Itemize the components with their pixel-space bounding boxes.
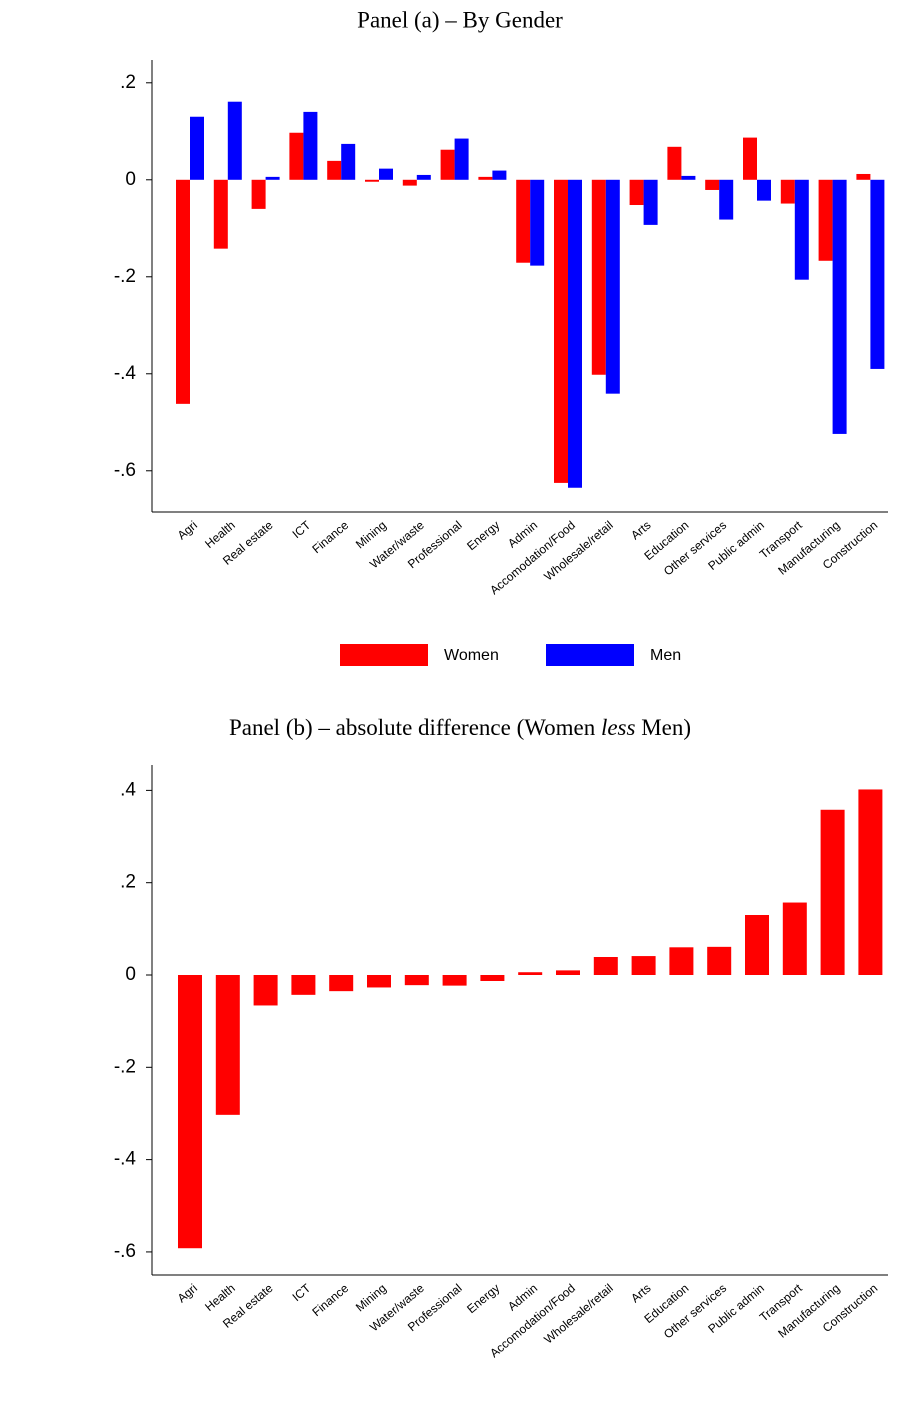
bar xyxy=(858,789,883,975)
bar xyxy=(478,176,493,180)
x-tick-label: Agri xyxy=(175,518,200,542)
x-tick-label: Finance xyxy=(309,1281,351,1319)
bar xyxy=(629,179,644,206)
y-tick-label: .4 xyxy=(120,779,136,800)
bar xyxy=(327,160,342,180)
bar xyxy=(818,179,833,261)
bar xyxy=(265,176,280,180)
y-tick-label: .2 xyxy=(120,872,136,893)
bar xyxy=(705,179,720,190)
bar xyxy=(707,946,732,975)
bar xyxy=(416,174,431,180)
bar xyxy=(404,975,429,986)
bar xyxy=(554,179,568,483)
legend-label: Men xyxy=(650,647,681,664)
x-tick-label: Wholesale/retail xyxy=(541,1281,615,1347)
bar xyxy=(251,179,266,209)
bar xyxy=(667,146,682,180)
bar xyxy=(516,179,531,263)
legend-swatch xyxy=(340,644,428,666)
bar xyxy=(454,138,469,180)
bar xyxy=(303,111,318,180)
legend-swatch xyxy=(546,644,634,666)
bar xyxy=(215,975,240,1115)
bar xyxy=(605,179,620,394)
bar xyxy=(568,179,582,488)
bar xyxy=(593,957,618,975)
bar xyxy=(379,168,393,180)
y-tick-label: -.6 xyxy=(114,1241,136,1262)
bar xyxy=(820,809,845,975)
y-tick-label: -.4 xyxy=(114,1149,137,1170)
y-tick-label: -.2 xyxy=(114,1056,136,1077)
bar xyxy=(176,179,190,404)
bar xyxy=(291,975,316,995)
x-tick-label: Energy xyxy=(464,1281,502,1316)
bar xyxy=(832,179,847,434)
bar xyxy=(365,179,379,182)
bar xyxy=(743,137,757,180)
y-tick-label: -.2 xyxy=(114,266,136,287)
y-tick-label: -.6 xyxy=(114,460,136,481)
bar xyxy=(190,116,204,180)
y-tick-label: .2 xyxy=(120,72,136,93)
chart-title: Panel (b) – absolute difference (Women l… xyxy=(229,715,691,740)
bar xyxy=(402,179,417,186)
y-tick-label: 0 xyxy=(125,964,136,985)
bar xyxy=(518,972,543,975)
title-part: Men) xyxy=(635,715,691,740)
bar xyxy=(556,970,580,975)
bar xyxy=(643,179,658,225)
bar xyxy=(591,179,606,375)
bar xyxy=(856,173,871,180)
chart-title: Panel (a) – By Gender xyxy=(357,7,563,32)
bar xyxy=(719,179,734,220)
bar xyxy=(289,132,304,180)
bar xyxy=(870,179,885,369)
bar xyxy=(780,179,795,204)
bar xyxy=(178,975,202,1249)
bar xyxy=(480,975,505,981)
bar xyxy=(341,143,356,180)
x-tick-label: ICT xyxy=(290,1281,314,1305)
y-tick-label: 0 xyxy=(125,169,136,190)
bar xyxy=(442,975,467,986)
x-tick-label: Arts xyxy=(628,518,653,542)
bar xyxy=(794,179,809,280)
bar xyxy=(213,179,228,249)
bar xyxy=(329,975,354,992)
title-part: less xyxy=(601,715,636,740)
bar xyxy=(757,179,771,201)
x-tick-label: Energy xyxy=(464,518,502,553)
title-part: Panel (b) – absolute difference (Women xyxy=(229,715,601,740)
bar xyxy=(440,149,455,180)
bar xyxy=(745,915,769,975)
bar xyxy=(669,947,694,975)
x-tick-label: Wholesale/retail xyxy=(541,518,615,584)
x-tick-label: ICT xyxy=(290,518,314,542)
bar xyxy=(367,975,391,988)
bar xyxy=(530,179,545,266)
bar xyxy=(782,902,807,975)
y-tick-label: -.4 xyxy=(114,363,137,384)
legend-label: Women xyxy=(444,647,499,664)
x-tick-label: Agri xyxy=(175,1281,200,1305)
bar xyxy=(253,975,278,1006)
bar xyxy=(492,170,507,180)
x-tick-label: Finance xyxy=(309,518,351,556)
bar xyxy=(631,956,656,975)
bar xyxy=(681,175,696,180)
bar xyxy=(227,101,242,180)
x-tick-label: Arts xyxy=(628,1281,653,1305)
